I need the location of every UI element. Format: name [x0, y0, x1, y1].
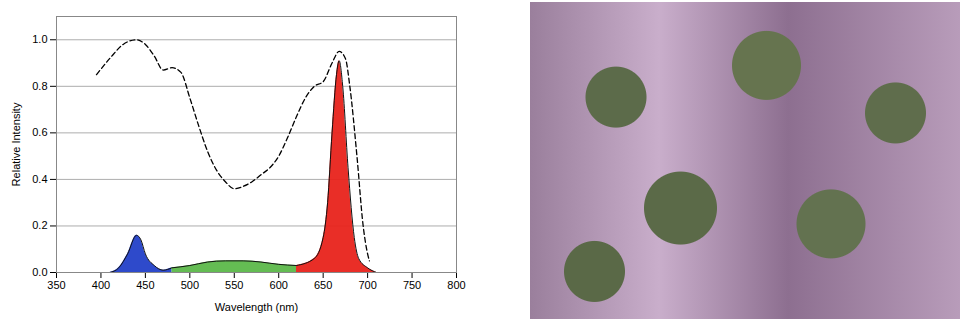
- svg-text:1.0: 1.0: [32, 33, 47, 45]
- svg-text:550: 550: [225, 279, 243, 291]
- svg-text:0.2: 0.2: [32, 219, 47, 231]
- svg-text:350: 350: [47, 279, 65, 291]
- svg-text:0.6: 0.6: [32, 126, 47, 138]
- svg-text:0.0: 0.0: [32, 266, 47, 278]
- svg-text:Wavelength (nm): Wavelength (nm): [215, 301, 298, 313]
- svg-text:600: 600: [270, 279, 288, 291]
- svg-text:500: 500: [181, 279, 199, 291]
- svg-text:650: 650: [314, 279, 332, 291]
- svg-text:0.8: 0.8: [32, 80, 47, 92]
- svg-text:450: 450: [136, 279, 154, 291]
- svg-text:800: 800: [447, 279, 465, 291]
- svg-text:750: 750: [403, 279, 421, 291]
- svg-text:0.4: 0.4: [32, 173, 47, 185]
- svg-text:700: 700: [358, 279, 376, 291]
- svg-text:400: 400: [92, 279, 110, 291]
- svg-text:Relative Intensity: Relative Intensity: [10, 102, 22, 186]
